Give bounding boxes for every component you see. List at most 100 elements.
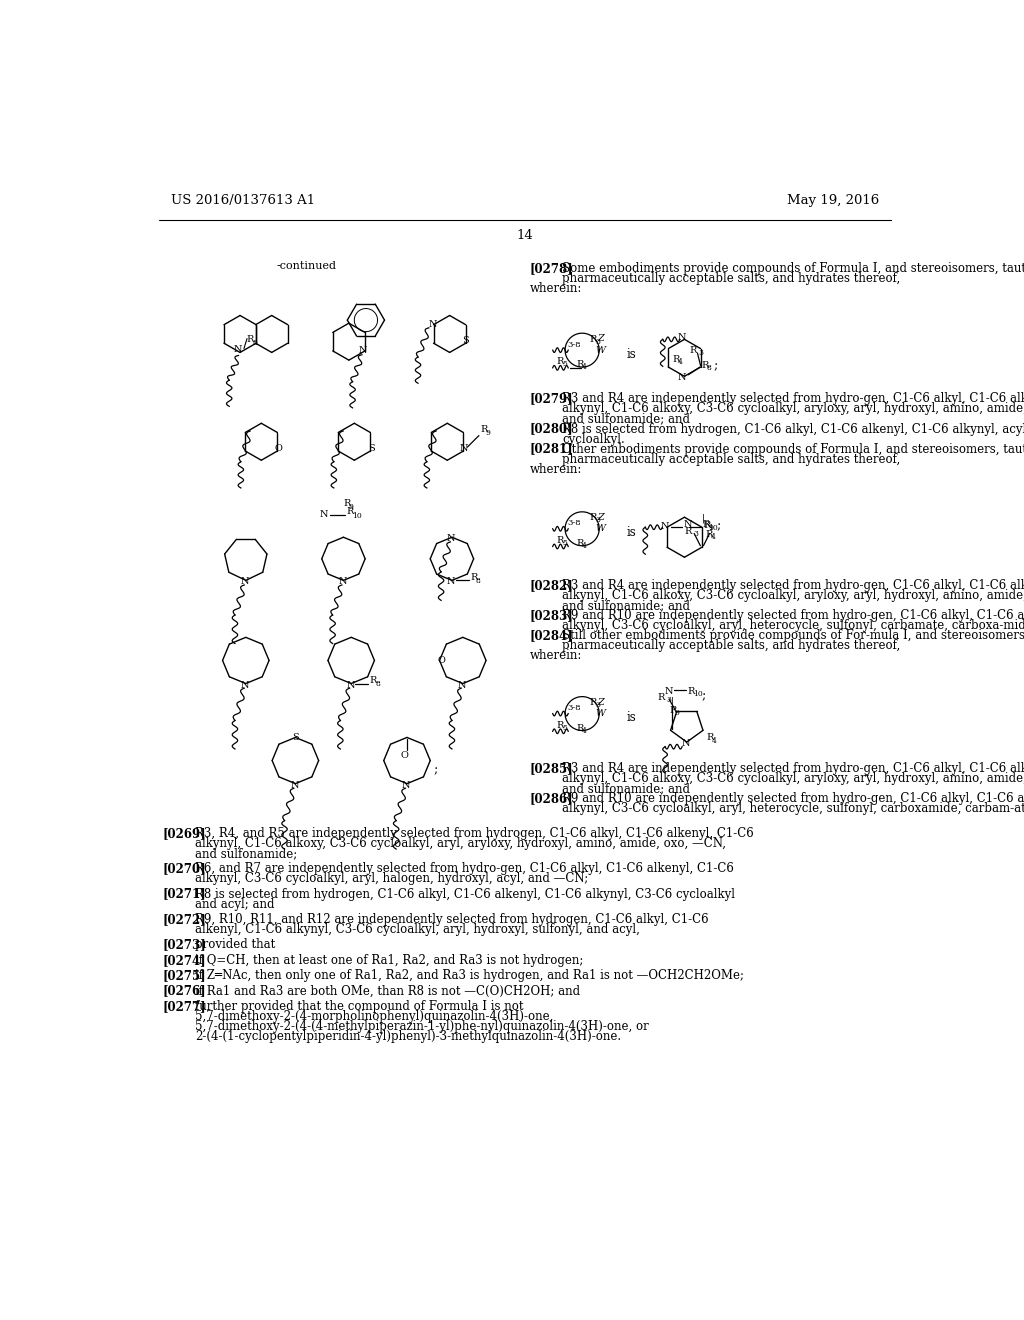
Text: 3-8: 3-8 [567, 519, 582, 528]
Text: R9 and R10 are independently selected from hydro­gen, C1-C6 alkyl, C1-C6 alkenyl: R9 and R10 are independently selected fr… [562, 792, 1024, 805]
Text: R: R [343, 499, 351, 508]
Text: if Z═NAc, then only one of Ra1, Ra2, and Ra3 is hydrogen, and Ra1 is not —OCH2CH: if Z═NAc, then only one of Ra1, Ra2, and… [196, 969, 744, 982]
Text: R: R [590, 335, 597, 343]
Text: alkynyl, C3-C6 cycloalkyl, aryl, halogen, hydroxyl, acyl, and —CN;: alkynyl, C3-C6 cycloalkyl, aryl, halogen… [196, 873, 589, 886]
Text: is: is [627, 711, 636, 725]
Text: ;: ; [701, 689, 706, 702]
Text: ;: ; [717, 519, 721, 532]
Text: R9 and R10 are independently selected from hydro­gen, C1-C6 alkyl, C1-C6 alkenyl: R9 and R10 are independently selected fr… [562, 609, 1024, 622]
Text: 8: 8 [375, 680, 380, 688]
Text: ;: ; [433, 763, 437, 776]
Text: and sulfonamide;: and sulfonamide; [196, 847, 298, 859]
Text: R3 and R4 are independently selected from hydro­gen, C1-C6 alkyl, C1-C6 alkenyl,: R3 and R4 are independently selected fro… [562, 762, 1024, 775]
Text: Z: Z [597, 512, 604, 521]
Text: R: R [669, 706, 677, 714]
Text: [0278]: [0278] [529, 263, 573, 276]
Text: pharmaceutically acceptable salts, and hydrates thereof,: pharmaceutically acceptable salts, and h… [562, 453, 900, 466]
Text: 10: 10 [693, 690, 702, 698]
Text: R: R [557, 358, 564, 366]
Text: R: R [703, 521, 711, 531]
Text: N: N [241, 681, 249, 689]
Text: Still other embodiments provide compounds of For­mula I, and stereoisomers, taut: Still other embodiments provide compound… [562, 628, 1024, 642]
Text: N: N [446, 577, 456, 586]
Text: alkynyl, C1-C6 alkoxy, C3-C6 cycloalkyl, aryloxy, aryl, hydroxyl, amino, amide, : alkynyl, C1-C6 alkoxy, C3-C6 cycloalkyl,… [562, 403, 1024, 416]
Text: R6, and R7 are independently selected from hydro­gen, C1-C6 alkyl, C1-C6 alkenyl: R6, and R7 are independently selected fr… [196, 862, 734, 875]
Text: 8: 8 [707, 364, 712, 372]
Text: R: R [590, 513, 597, 523]
Text: 3: 3 [595, 338, 600, 346]
Text: O: O [400, 751, 409, 760]
Text: alkynyl, C3-C6 cycloalkyl, aryl, heterocycle, sulfonyl, carbamate, carboxa­mide,: alkynyl, C3-C6 cycloalkyl, aryl, heteroc… [562, 619, 1024, 632]
Text: 8: 8 [253, 339, 257, 347]
Text: [0271]: [0271] [163, 887, 207, 900]
Text: R: R [471, 573, 478, 582]
Text: R: R [706, 531, 713, 540]
Text: R: R [246, 335, 254, 345]
Text: 3: 3 [667, 696, 672, 704]
Text: if Ra1 and Ra3 are both OMe, than R8 is not —C(O)CH2OH; and: if Ra1 and Ra3 are both OMe, than R8 is … [196, 985, 581, 998]
Text: N: N [458, 681, 466, 689]
Text: [0275]: [0275] [163, 969, 207, 982]
Text: 10: 10 [352, 512, 361, 520]
Text: 2-(4-(1-cyclopentylpiperidin-4-yl)phenyl)-3-methylquinazolin-4(3H)-one.: 2-(4-(1-cyclopentylpiperidin-4-yl)phenyl… [196, 1030, 622, 1043]
Text: Z: Z [597, 697, 604, 706]
Text: 5: 5 [562, 360, 567, 368]
Text: 9: 9 [485, 429, 490, 437]
Text: 3: 3 [595, 701, 600, 709]
Text: [0281]: [0281] [529, 442, 573, 455]
Text: if Q=CH, then at least one of Ra1, Ra2, and Ra3 is not hydrogen;: if Q=CH, then at least one of Ra1, Ra2, … [196, 954, 584, 966]
Text: N: N [678, 372, 686, 381]
Text: 5,7-dimethoxy-2-(4-(4-methylpiperazin-1-yl)phe-nyl)quinazolin-4(3H)-one, or: 5,7-dimethoxy-2-(4-(4-methylpiperazin-1-… [196, 1020, 649, 1034]
Text: and sulfonamide; and: and sulfonamide; and [562, 599, 690, 612]
Text: |: | [701, 513, 706, 523]
Text: W: W [596, 709, 606, 718]
Text: 4: 4 [712, 533, 716, 541]
Text: [0269]: [0269] [163, 826, 207, 840]
Text: pharmaceutically acceptable salts, and hydrates thereof,: pharmaceutically acceptable salts, and h… [562, 639, 900, 652]
Text: [0279]: [0279] [529, 392, 573, 405]
Text: N: N [338, 577, 347, 586]
Text: 4: 4 [678, 358, 683, 366]
Text: 9: 9 [709, 524, 714, 532]
Text: [0282]: [0282] [529, 578, 573, 591]
Text: R3, R4, and R5 are independently selected from hydrogen, C1-C6 alkyl, C1-C6 alke: R3, R4, and R5 are independently selecte… [196, 826, 754, 840]
Text: R: R [684, 527, 691, 536]
Text: N: N [660, 521, 669, 531]
Text: R: R [346, 507, 354, 516]
Text: N: N [402, 780, 411, 789]
Text: provided that: provided that [196, 939, 275, 952]
Text: [0272]: [0272] [163, 913, 207, 927]
Text: pharmaceutically acceptable salts, and hydrates thereof,: pharmaceutically acceptable salts, and h… [562, 272, 900, 285]
Text: 5: 5 [562, 539, 567, 546]
Text: N: N [346, 681, 354, 689]
Text: R: R [575, 360, 584, 370]
Text: alkynyl, C1-C6 alkoxy, C3-C6 cycloalkyl, aryloxy, aryl, hydroxyl, amino, amide, : alkynyl, C1-C6 alkoxy, C3-C6 cycloalkyl,… [562, 772, 1024, 785]
Text: R: R [480, 425, 487, 434]
Text: and acyl; and: and acyl; and [196, 898, 274, 911]
Text: W: W [596, 346, 606, 355]
Text: R3 and R4 are independently selected from hydro­gen, C1-C6 alkyl, C1-C6 alkenyl,: R3 and R4 are independently selected fro… [562, 392, 1024, 405]
Text: 9: 9 [349, 503, 353, 511]
Text: 14: 14 [516, 228, 534, 242]
Text: -continued: -continued [276, 261, 337, 271]
Text: N: N [233, 345, 242, 354]
Text: ;: ; [713, 359, 718, 372]
Text: N: N [241, 577, 249, 586]
Text: [0276]: [0276] [163, 985, 207, 998]
Text: and sulfonamide; and: and sulfonamide; and [562, 412, 690, 425]
Text: is: is [627, 348, 636, 360]
Text: alkynyl, C3-C6 cycloalkyl, aryl, heterocycle, sulfonyl, carboxamide, carbam­ate,: alkynyl, C3-C6 cycloalkyl, aryl, heteroc… [562, 803, 1024, 816]
Text: N: N [358, 346, 367, 355]
Text: 10: 10 [708, 524, 718, 532]
Text: R: R [702, 520, 710, 528]
Text: S: S [292, 733, 299, 742]
Text: 3-8: 3-8 [567, 341, 582, 348]
Text: R: R [557, 536, 564, 545]
Text: R: R [672, 355, 680, 364]
Text: S: S [368, 445, 375, 453]
Text: R: R [370, 676, 377, 685]
Text: 3: 3 [595, 516, 600, 524]
Text: R8 is selected from hydrogen, C1-C6 alkyl, C1-C6 alkenyl, C1-C6 alkynyl, C3-C6 c: R8 is selected from hydrogen, C1-C6 alky… [196, 887, 735, 900]
Text: R: R [590, 698, 597, 708]
Text: R: R [575, 723, 584, 733]
